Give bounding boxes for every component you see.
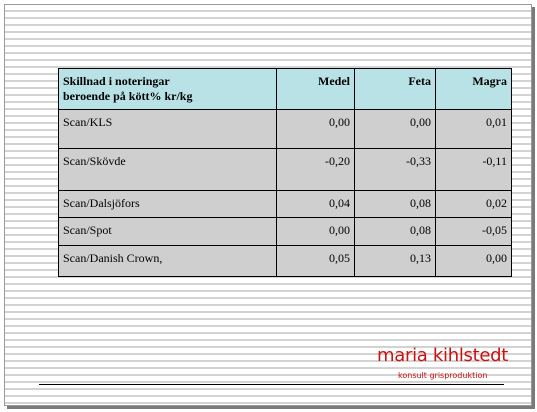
company-tagline: konsult grisproduktion — [398, 371, 488, 380]
table-row: Scan/Skövde -0,20 -0,33 -0,11 — [58, 148, 512, 191]
table-row: Scan/Dalsjöfors 0,04 0,08 0,02 — [58, 190, 512, 218]
row-magra: -0,05 — [435, 217, 512, 246]
row-name: Scan/Dalsjöfors — [58, 190, 277, 218]
header-feta: Feta — [354, 68, 436, 110]
row-feta: 0,08 — [354, 217, 436, 246]
row-medel: 0,00 — [276, 217, 355, 246]
header-label-cell: Skillnad i noteringar beroende på kött% … — [58, 68, 277, 110]
header-medel: Medel — [276, 68, 355, 110]
slide: Skillnad i noteringar beroende på kött% … — [4, 4, 532, 406]
row-medel: 0,05 — [276, 245, 355, 277]
row-feta: 0,08 — [354, 190, 436, 218]
table-row: Scan/Danish Crown, 0,05 0,13 0,00 — [58, 245, 512, 277]
table-row: Scan/KLS 0,00 0,00 0,01 — [58, 109, 512, 149]
row-magra: -0,11 — [435, 148, 512, 191]
table-header-row: Skillnad i noteringar beroende på kött% … — [58, 68, 512, 110]
row-medel: -0,20 — [276, 148, 355, 191]
header-label-line1: Skillnad i noteringar — [63, 74, 170, 88]
row-name: Scan/Danish Crown, — [58, 245, 277, 277]
row-magra: 0,01 — [435, 109, 512, 149]
header-magra: Magra — [435, 68, 512, 110]
company-logo: maria kihlstedt — [377, 345, 509, 366]
row-magra: 0,00 — [435, 245, 512, 277]
header-label-line2: beroende på kött% kr/kg — [63, 89, 193, 103]
row-name: Scan/Spot — [58, 217, 277, 246]
row-medel: 0,04 — [276, 190, 355, 218]
row-name: Scan/KLS — [58, 109, 277, 149]
row-medel: 0,00 — [276, 109, 355, 149]
row-name: Scan/Skövde — [58, 148, 277, 191]
row-feta: -0,33 — [354, 148, 436, 191]
footer-divider — [39, 384, 504, 385]
row-feta: 0,13 — [354, 245, 436, 277]
price-difference-table: Skillnad i noteringar beroende på kött% … — [58, 68, 512, 277]
row-magra: 0,02 — [435, 190, 512, 218]
table-row: Scan/Spot 0,00 0,08 -0,05 — [58, 217, 512, 246]
row-feta: 0,00 — [354, 109, 436, 149]
